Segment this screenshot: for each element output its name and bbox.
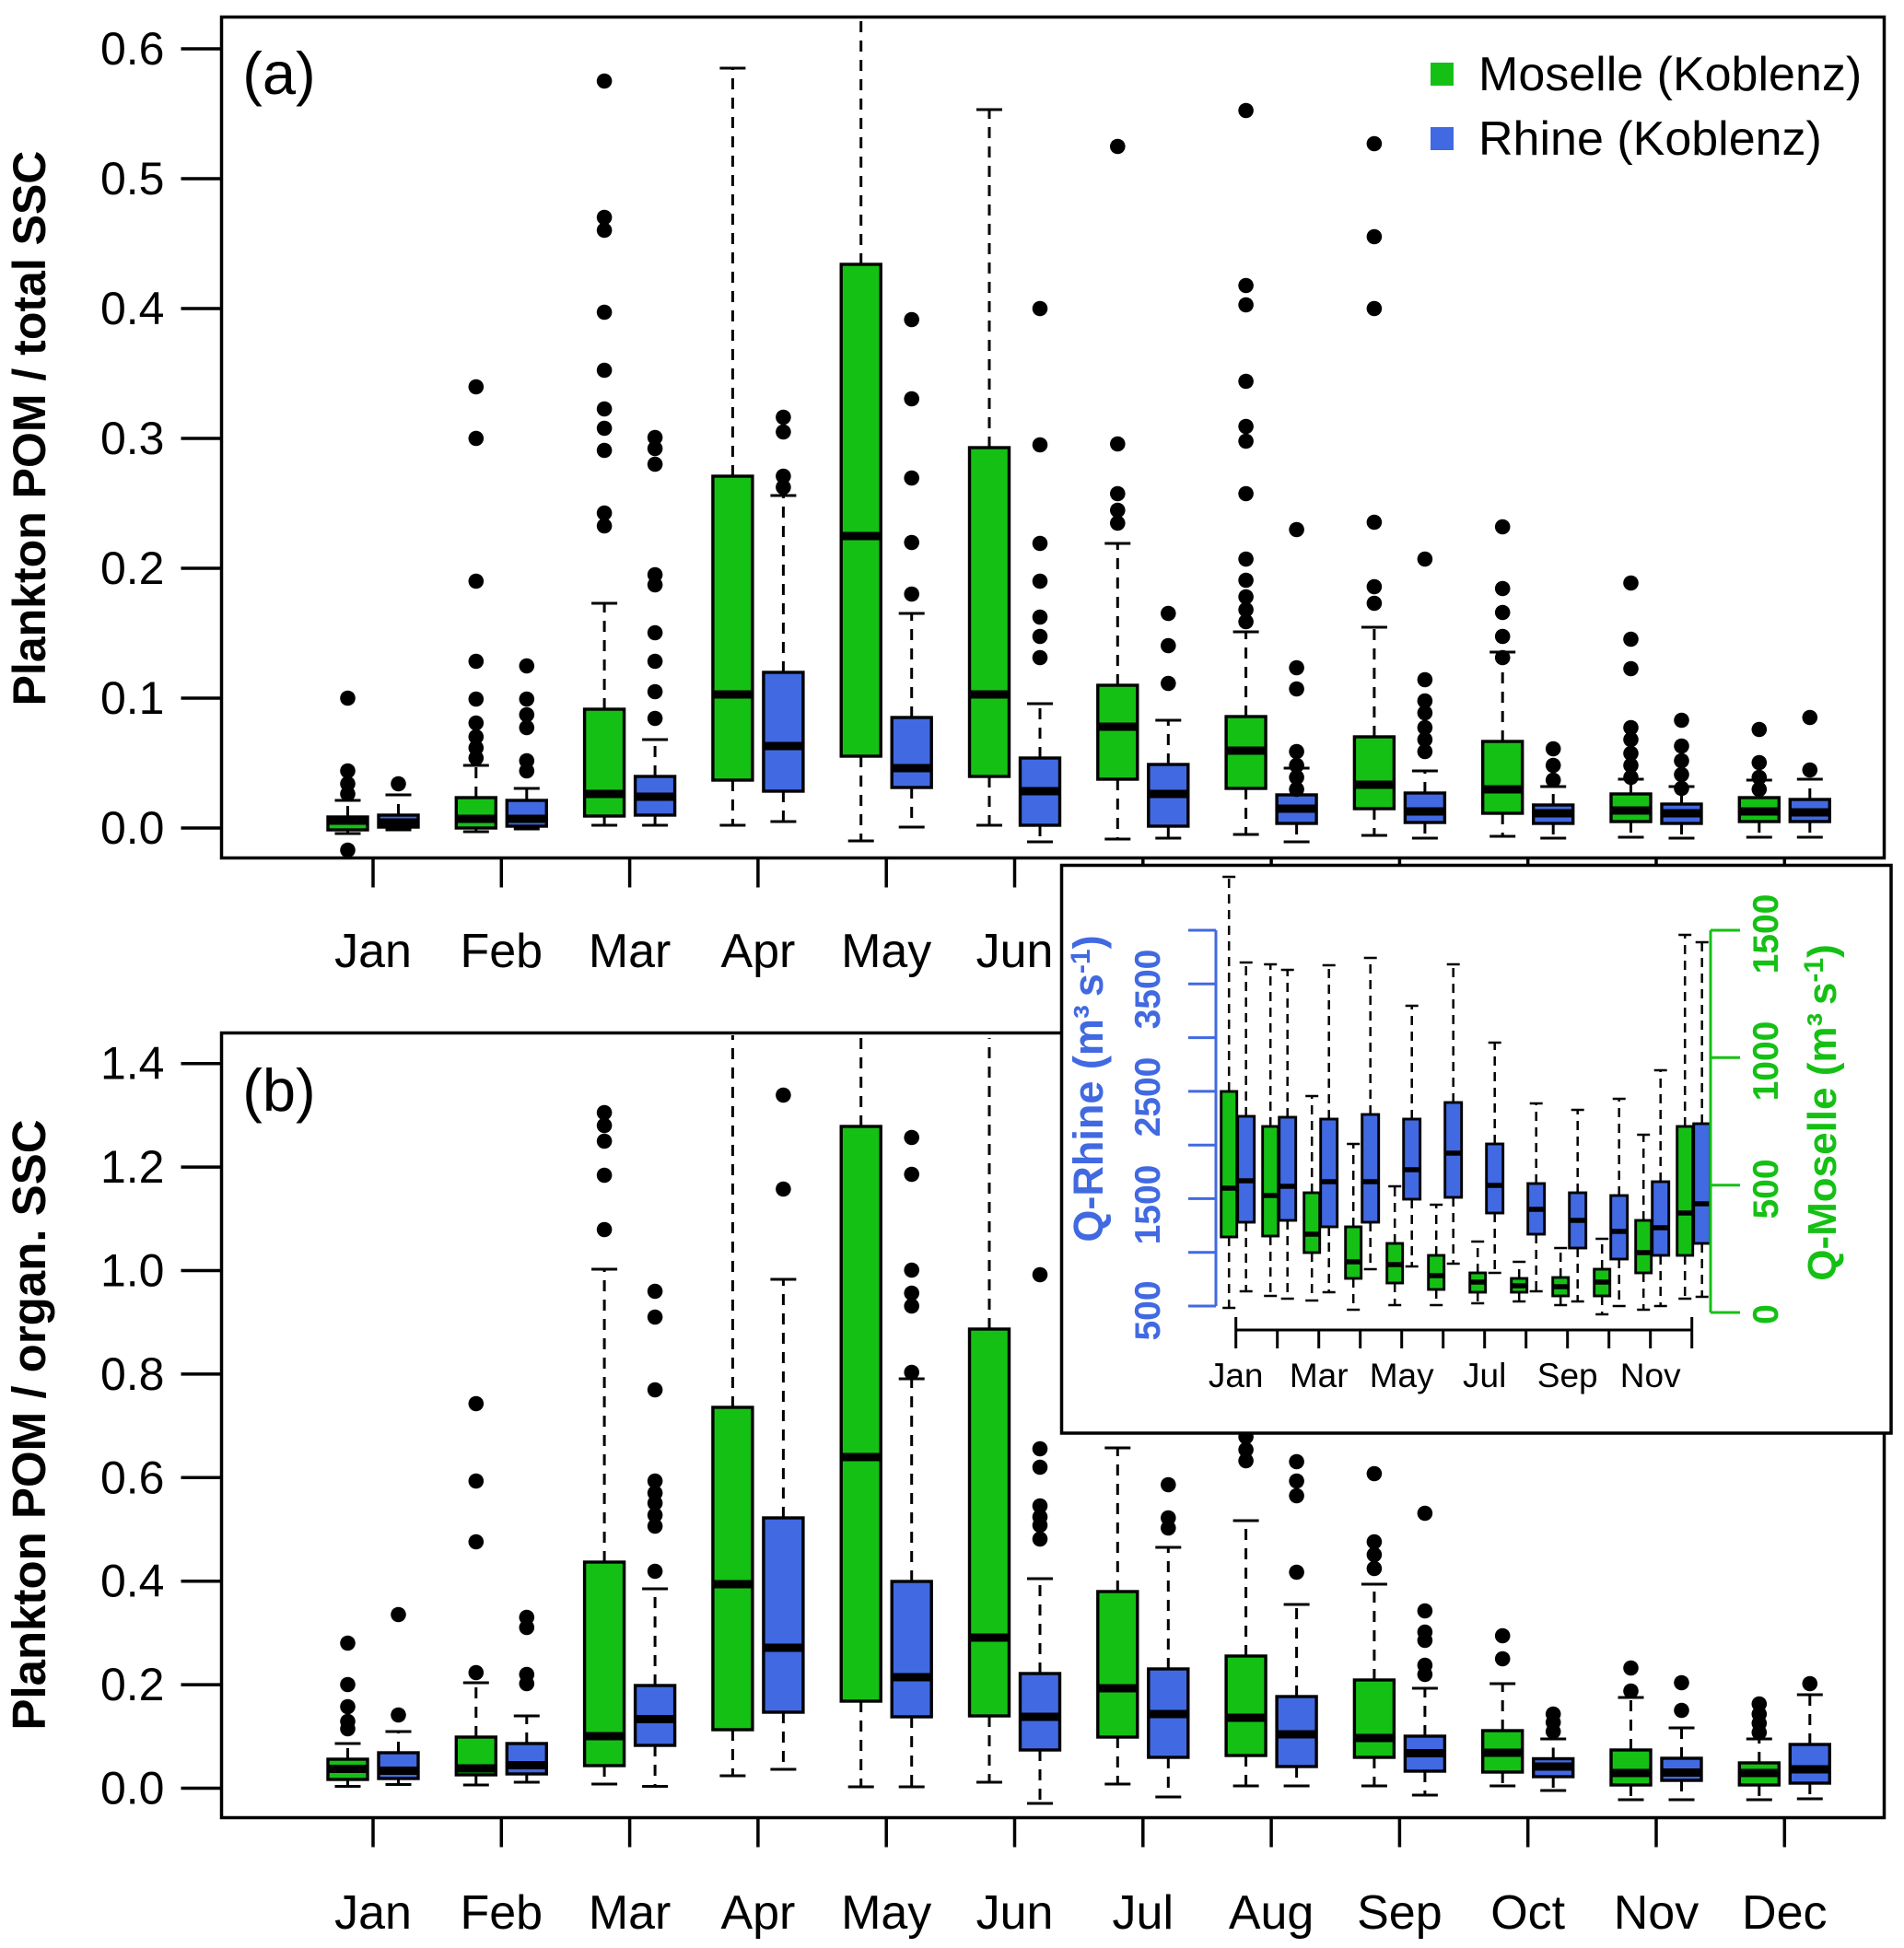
svg-text:0.4: 0.4: [100, 1556, 165, 1607]
svg-text:0.4: 0.4: [100, 283, 165, 334]
svg-text:0: 0: [1746, 1304, 1786, 1324]
svg-text:Apr: Apr: [720, 1886, 795, 1940]
svg-text:Mar: Mar: [1290, 1357, 1349, 1394]
svg-text:1500: 1500: [1128, 1165, 1168, 1245]
svg-text:2500: 2500: [1128, 1057, 1168, 1137]
svg-text:Feb: Feb: [460, 925, 543, 978]
svg-text:Aug: Aug: [1229, 1886, 1314, 1940]
svg-text:1000: 1000: [1746, 1021, 1786, 1102]
svg-text:Feb: Feb: [460, 1886, 543, 1940]
svg-text:0.6: 0.6: [100, 23, 165, 75]
svg-text:(b): (b): [242, 1056, 315, 1124]
svg-text:Q-Moselle (m³ s-1): Q-Moselle (m³ s-1): [1799, 944, 1845, 1281]
svg-text:Nov: Nov: [1614, 1886, 1699, 1940]
svg-text:0.0: 0.0: [100, 1763, 165, 1814]
svg-text:1500: 1500: [1746, 894, 1786, 974]
svg-text:0.8: 0.8: [100, 1348, 165, 1400]
svg-text:Jun: Jun: [976, 1886, 1054, 1940]
svg-text:Q-Rhine (m³ s-1): Q-Rhine (m³ s-1): [1065, 935, 1112, 1242]
svg-text:Jul: Jul: [1463, 1357, 1506, 1394]
svg-text:May: May: [841, 1886, 931, 1940]
svg-text:Dec: Dec: [1742, 1886, 1827, 1940]
svg-text:Apr: Apr: [720, 925, 795, 978]
svg-text:1.2: 1.2: [100, 1141, 165, 1193]
svg-text:Jan: Jan: [1209, 1357, 1264, 1394]
svg-text:Mar: Mar: [589, 925, 672, 978]
svg-text:Jun: Jun: [976, 925, 1054, 978]
svg-text:Nov: Nov: [1620, 1357, 1681, 1394]
svg-text:0.1: 0.1: [100, 672, 165, 724]
svg-text:1.4: 1.4: [100, 1038, 165, 1090]
svg-text:0.0: 0.0: [100, 802, 165, 854]
svg-text:3500: 3500: [1128, 950, 1168, 1030]
svg-text:500: 500: [1746, 1159, 1786, 1219]
svg-text:0.2: 0.2: [100, 542, 165, 594]
svg-text:1.0: 1.0: [100, 1245, 165, 1297]
svg-text:May: May: [841, 925, 931, 978]
svg-text:Jan: Jan: [334, 1886, 412, 1940]
svg-text:Jul: Jul: [1113, 1886, 1174, 1940]
svg-text:Oct: Oct: [1490, 1886, 1565, 1940]
svg-text:500: 500: [1128, 1280, 1168, 1340]
svg-text:0.3: 0.3: [100, 413, 165, 464]
svg-text:Moselle (Koblenz): Moselle (Koblenz): [1478, 48, 1862, 101]
svg-text:Plankton POM / organ. SSC: Plankton POM / organ. SSC: [3, 1119, 55, 1730]
svg-text:Jan: Jan: [334, 925, 412, 978]
svg-text:Rhine (Koblenz): Rhine (Koblenz): [1478, 112, 1822, 166]
svg-text:0.5: 0.5: [100, 153, 165, 204]
svg-text:(a): (a): [242, 40, 315, 107]
svg-text:Sep: Sep: [1537, 1357, 1598, 1394]
svg-text:0.6: 0.6: [100, 1452, 165, 1503]
svg-text:Plankton POM / total SSC: Plankton POM / total SSC: [4, 151, 55, 706]
svg-text:0.2: 0.2: [100, 1659, 165, 1710]
svg-text:Sep: Sep: [1357, 1886, 1443, 1940]
svg-text:May: May: [1370, 1357, 1434, 1394]
svg-text:Mar: Mar: [589, 1886, 672, 1940]
